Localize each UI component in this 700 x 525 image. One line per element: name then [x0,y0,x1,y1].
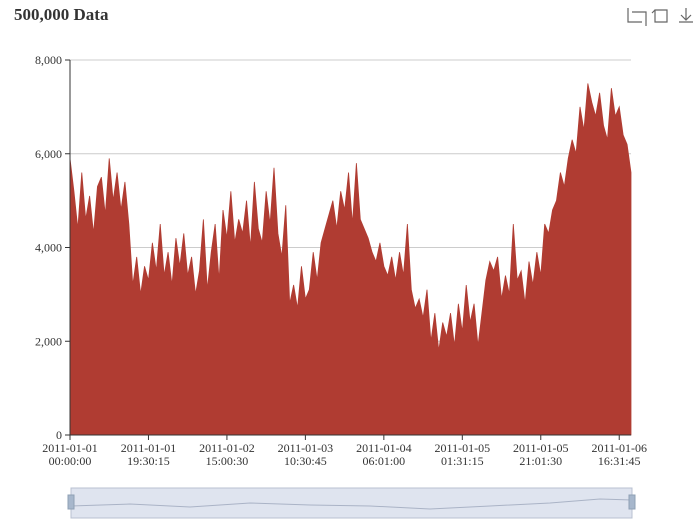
y-tick-label: 8,000 [35,53,62,67]
chart-title: 500,000 Data [14,5,109,24]
toolbox[interactable] [627,8,693,26]
area [69,83,632,436]
y-tick-label: 6,000 [35,147,62,161]
zoom-handle[interactable] [67,494,75,510]
reset-icon[interactable] [651,9,668,23]
x-tick-label: 2011-01-06 16:31:45 [591,441,647,468]
x-tick-label: 2011-01-01 19:30:15 [121,441,177,468]
zoom-handle[interactable] [628,494,636,510]
x-tick-label: 2011-01-01 00:00:00 [42,441,98,468]
x-tick-label: 2011-01-05 21:01:30 [513,441,569,468]
x-tick-label: 2011-01-04 06:01:00 [356,441,412,468]
x-tick-label: 2011-01-03 10:30:45 [278,441,334,468]
x-tick-label: 2011-01-02 15:00:30 [199,441,255,468]
y-tick-label: 2,000 [35,334,62,348]
data-zoom[interactable] [67,487,636,519]
x-tick-label: 2011-01-05 01:31:15 [435,441,491,468]
y-tick-label: 0 [56,428,62,442]
zoom-icon[interactable] [627,8,647,26]
save-icon[interactable] [679,8,693,23]
y-tick-label: 4,000 [35,241,62,255]
zoom-shadow [70,498,633,510]
zoom-track[interactable] [70,487,633,519]
